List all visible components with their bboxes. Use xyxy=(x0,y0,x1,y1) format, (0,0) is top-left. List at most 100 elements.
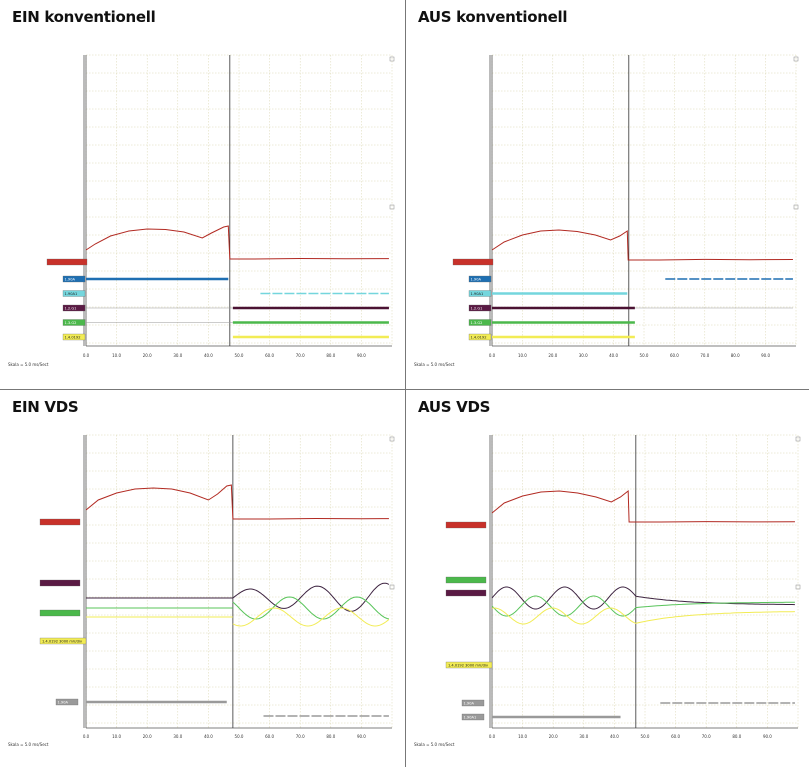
x-tick-label: 10.0 xyxy=(518,353,527,358)
panel-ein-vds: EIN VDS 0.0 10.0 20.0 30.0 40.0 50.0 60.0 70.0 8… xyxy=(0,390,405,767)
x-tick-label: 0.0 xyxy=(489,734,496,739)
chart-title: AUS VDS xyxy=(418,398,491,416)
chart-plot: 0.0 10.0 20.0 30.0 40.0 50.0 60.0 70.0 80.0 90.0 S… xyxy=(414,54,799,367)
channel-label-tag xyxy=(445,661,493,669)
channel-label-tag xyxy=(445,576,487,584)
x-tick-label: 90.0 xyxy=(357,734,366,739)
chart-title: EIN konventionell xyxy=(12,8,156,26)
x-tick-label: 30.0 xyxy=(173,734,182,739)
corner-marker xyxy=(793,56,799,62)
chart-plot: 0.0 10.0 20.0 30.0 40.0 50.0 60.0 70.0 80.0 90.0 S… xyxy=(414,434,801,747)
horizontal-divider xyxy=(0,389,809,390)
channel-label-tag xyxy=(62,275,86,283)
channel-label-text: 1.4.0192 3000 mV/div xyxy=(42,640,83,644)
channel-label-text: 1.90A xyxy=(471,278,482,282)
corner-marker xyxy=(795,436,801,442)
wave-series-line xyxy=(232,582,390,612)
channel-label-tag xyxy=(461,699,485,707)
x-tick-label: 0.0 xyxy=(489,353,496,358)
x-tick-label: 60.0 xyxy=(265,734,274,739)
channel-label-tag xyxy=(468,333,492,341)
chart-title: AUS konventionell xyxy=(418,8,568,26)
channel-label-text: 1.90A xyxy=(65,278,76,282)
wave-series-line xyxy=(491,586,795,610)
x-tick-label: 60.0 xyxy=(671,734,680,739)
x-tick-label: 80.0 xyxy=(731,353,740,358)
x-tick-label: 50.0 xyxy=(640,353,649,358)
corner-marker xyxy=(793,204,799,210)
scale-note: Skala = 5.0 ms/Sect xyxy=(8,742,49,747)
scale-note: Skala = 5.0 ms/Sect xyxy=(8,362,49,367)
channel-label-tag xyxy=(461,713,485,721)
grid xyxy=(491,54,797,346)
corner-marker xyxy=(389,204,395,210)
wave-series-line xyxy=(232,596,389,620)
x-tick-label: 90.0 xyxy=(761,353,770,358)
x-tick-label: 50.0 xyxy=(641,734,650,739)
channel-label-tag xyxy=(468,275,492,283)
grid xyxy=(85,54,393,346)
x-tick-label: 10.0 xyxy=(112,353,121,358)
x-tick-label: 80.0 xyxy=(326,734,335,739)
wave-series-line xyxy=(491,607,795,625)
analog-series-line xyxy=(491,229,793,261)
channel-label-tag xyxy=(62,333,86,341)
channel-label-tag xyxy=(39,609,81,617)
channel-label-tag xyxy=(468,304,492,312)
x-tick-label: 40.0 xyxy=(610,734,619,739)
x-tick-label: 10.0 xyxy=(112,734,121,739)
channel-label-text: 1.4.0192 xyxy=(65,336,81,340)
x-tick-label: 30.0 xyxy=(579,734,588,739)
channel-label-tag xyxy=(62,304,86,312)
grid xyxy=(491,434,799,728)
x-tick-label: 70.0 xyxy=(702,734,711,739)
analog-series-line xyxy=(491,489,795,523)
x-tick-label: 90.0 xyxy=(357,353,366,358)
channel-label-tag xyxy=(39,579,81,587)
wave-series-line xyxy=(232,607,390,627)
x-tick-label: 50.0 xyxy=(235,353,244,358)
channel-label-tag xyxy=(468,290,492,297)
channel-label-text: 1.90A xyxy=(464,702,475,706)
x-tick-label: 50.0 xyxy=(235,734,244,739)
x-tick-label: 60.0 xyxy=(670,353,679,358)
grid xyxy=(85,434,393,728)
channel-label-tag xyxy=(55,698,79,706)
x-tick-label: 40.0 xyxy=(204,353,213,358)
chart-plot: 0.0 10.0 20.0 30.0 40.0 50.0 60.0 70.0 80.0 90.0 S… xyxy=(8,54,395,367)
x-tick-label: 90.0 xyxy=(763,734,772,739)
x-tick-label: 30.0 xyxy=(579,353,588,358)
channel-label-text: 1.4.0192 3000 mV/div xyxy=(448,664,489,668)
channel-label-text: 1.4.0192 xyxy=(471,336,487,340)
x-tick-label: 40.0 xyxy=(609,353,618,358)
channel-label-text: 1.2.G1 xyxy=(471,307,483,311)
x-tick-label: 0.0 xyxy=(83,734,90,739)
x-tick-label: 10.0 xyxy=(518,734,527,739)
x-tick-label: 70.0 xyxy=(296,734,305,739)
corner-marker xyxy=(389,436,395,442)
channel-label-tag xyxy=(62,319,86,326)
corner-marker xyxy=(795,584,801,590)
x-tick-label: 20.0 xyxy=(143,734,152,739)
x-tick-label: 20.0 xyxy=(549,734,558,739)
x-tick-label: 20.0 xyxy=(548,353,557,358)
channel-label-text: 1.90A xyxy=(58,701,69,705)
channel-label-tag xyxy=(445,589,487,597)
channel-label-tag xyxy=(62,290,86,297)
panel-aus-vds: AUS VDS 0.0 10.0 20.0 30.0 40.0 50.0 60.0 70.0 8… xyxy=(406,390,809,767)
analog-series-line xyxy=(85,484,389,520)
channel-label-text: 1.90A1 xyxy=(464,716,477,720)
x-tick-label: 0.0 xyxy=(83,353,90,358)
channel-label-tag xyxy=(39,518,81,526)
channel-label-text: 1.90A1 xyxy=(471,292,484,296)
chart-title: EIN VDS xyxy=(12,398,79,416)
x-tick-label: 60.0 xyxy=(265,353,274,358)
channel-label-text: 1.2.G1 xyxy=(65,307,77,311)
x-tick-label: 80.0 xyxy=(732,734,741,739)
vertical-divider xyxy=(405,0,406,767)
wave-series-line xyxy=(491,595,795,617)
scale-note: Skala = 5.0 ms/Sect xyxy=(414,362,455,367)
chart-plot: 0.0 10.0 20.0 30.0 40.0 50.0 60.0 70.0 80.0 90.0 S… xyxy=(8,434,395,747)
panel-aus-konventionell: AUS konventionell 0.0 10.0 20.0 30.0 40.0 50.… xyxy=(406,0,809,389)
channel-label-text: 1.3.G2 xyxy=(471,321,483,325)
